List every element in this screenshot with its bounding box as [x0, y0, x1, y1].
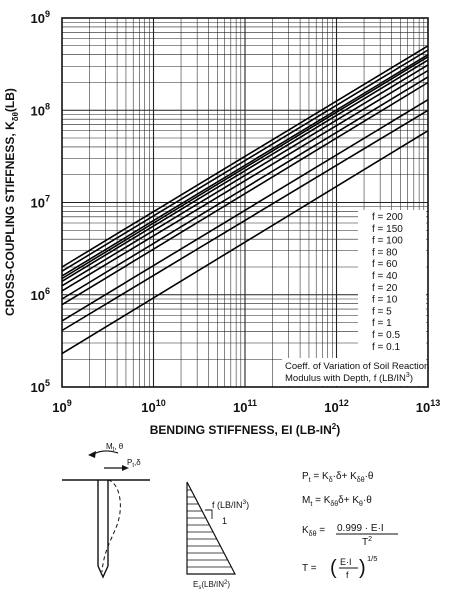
- pile-tip: [97, 565, 109, 579]
- series-line: [61, 64, 429, 287]
- y-tick-label: 105: [31, 378, 50, 395]
- legend-entry: f = 60: [372, 259, 398, 270]
- x-tick-label: 1012: [324, 398, 348, 415]
- series-line: [61, 45, 429, 268]
- x-tick-labels: 109 1010 1011 1012 1013: [52, 398, 440, 415]
- equations: Pt = Kδ·δ+ Kδθ·θ Mt = Kδθδ+ Kθ·θ Kδθ = 0…: [302, 471, 398, 580]
- equation-t-exponent: 1/5: [367, 554, 377, 563]
- legend-entry: f = 80: [372, 247, 398, 258]
- series-line: [61, 81, 429, 306]
- legend-entry: f = 100: [372, 236, 403, 247]
- deflected-shape: [101, 479, 121, 573]
- y-tick-label: 107: [31, 194, 50, 211]
- equation-t-lhs: T =: [302, 563, 317, 574]
- f-label: f (LB/IN3): [212, 499, 249, 510]
- equation-t-denominator: f: [346, 570, 349, 580]
- equation-t-open-paren: (: [330, 557, 337, 579]
- equation-kdt-lhs: Kδθ =: [302, 525, 325, 538]
- force-label: Pt,δ: [127, 458, 141, 469]
- equation-mt: Mt = Kδθδ+ Kθ·θ: [302, 495, 372, 508]
- plot-area-frame: [61, 17, 429, 388]
- equation-pt: Pt = Kδ·δ+ Kδθ·θ: [302, 471, 374, 484]
- moment-label: Mt, θ: [106, 442, 124, 453]
- series-line: [61, 130, 429, 355]
- x-tick-label: 1011: [233, 398, 257, 415]
- pile-sketch: Mt, θ Pt,δ: [62, 442, 150, 579]
- legend-entry: f = 1: [372, 318, 392, 329]
- equation-kdt-numerator: 0.999 · E·I: [337, 523, 384, 534]
- equation-t-numerator: E·I: [340, 557, 352, 567]
- series-line: [61, 109, 429, 332]
- slope-marker: [205, 509, 213, 519]
- annotation-line-1: Coeff. of Variation of Soil Reaction: [285, 361, 429, 372]
- equation-kdt-denominator: T2: [362, 536, 372, 548]
- series-line: [61, 54, 429, 277]
- modulus-triangle: [186, 481, 236, 575]
- legend-entry: f = 150: [372, 224, 403, 235]
- legend-entry: f = 5: [372, 306, 392, 317]
- x-tick-label: 1010: [141, 398, 165, 415]
- soil-modulus-profile: 1 f (LB/IN3) Es(LB/IN2): [186, 481, 249, 591]
- y-tick-label: 106: [31, 286, 50, 303]
- modulus-hatching: [187, 489, 232, 568]
- legend-entry: f = 0.1: [372, 342, 401, 353]
- series-line: [61, 56, 429, 280]
- y-tick-label: 108: [31, 101, 50, 118]
- es-label: Es(LB/IN2): [193, 580, 230, 591]
- series-line: [61, 76, 429, 300]
- y-tick-labels: 105 106 107 108 109: [31, 9, 50, 395]
- legend-entry: f = 20: [372, 283, 398, 294]
- legend-entry: f = 40: [372, 271, 398, 282]
- series-line: [61, 49, 429, 272]
- series-line: [61, 59, 429, 282]
- y-tick-label: 109: [31, 9, 50, 26]
- legend-entry: f = 0.5: [372, 330, 401, 341]
- annotation-mask: [282, 358, 426, 386]
- legend-mask: [358, 210, 426, 358]
- x-axis-label: BENDING STIFFNESS, EI (LB-IN2): [150, 422, 340, 437]
- series-line: [61, 69, 429, 292]
- slope-one: 1: [222, 516, 227, 526]
- force-arrowhead: [122, 465, 129, 471]
- x-tick-label: 1013: [416, 398, 440, 415]
- equation-t-close-paren: ): [359, 557, 366, 579]
- legend-entry: f = 200: [372, 212, 403, 223]
- moment-arrowhead: [88, 451, 96, 458]
- y-axis-label: CROSS-COUPLING STIFFNESS, Kδθ(LB): [3, 88, 20, 316]
- annotation-line-2: Modulus with Depth, f (LB/IN3): [285, 372, 413, 384]
- series-line: [61, 99, 429, 322]
- series-lines: [61, 45, 429, 355]
- pile-diagram-and-equations: Mt, θ Pt,δ 1 f (LB/IN3) Es(LB/IN2) Pt = …: [62, 442, 398, 591]
- x-tick-label: 109: [52, 398, 71, 415]
- legend-entry: f = 10: [372, 295, 398, 306]
